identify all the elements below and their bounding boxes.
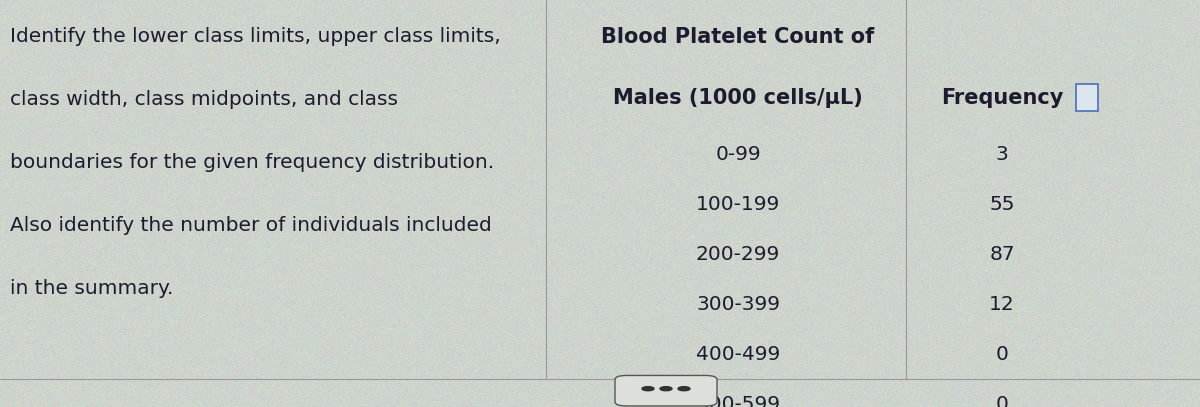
Text: Frequency: Frequency: [941, 88, 1063, 108]
Circle shape: [660, 387, 672, 391]
Text: 12: 12: [989, 295, 1015, 314]
Text: boundaries for the given frequency distribution.: boundaries for the given frequency distr…: [10, 153, 493, 172]
Text: 0: 0: [996, 396, 1008, 407]
Text: in the summary.: in the summary.: [10, 280, 173, 298]
Text: 200-299: 200-299: [696, 245, 780, 264]
Text: Blood Platelet Count of: Blood Platelet Count of: [601, 26, 875, 47]
FancyBboxPatch shape: [616, 375, 718, 406]
Text: 0: 0: [996, 346, 1008, 364]
Text: 400-499: 400-499: [696, 346, 780, 364]
Circle shape: [678, 387, 690, 391]
Text: 100-199: 100-199: [696, 195, 780, 214]
Text: Also identify the number of individuals included: Also identify the number of individuals …: [10, 217, 491, 235]
Circle shape: [642, 387, 654, 391]
Text: 300-399: 300-399: [696, 295, 780, 314]
Text: 55: 55: [989, 195, 1015, 214]
Text: class width, class midpoints, and class: class width, class midpoints, and class: [10, 90, 397, 109]
Text: 500-599: 500-599: [696, 396, 780, 407]
Bar: [1076, 85, 1098, 111]
Text: Males (1000 cells/μL): Males (1000 cells/μL): [613, 88, 863, 108]
Text: 87: 87: [989, 245, 1015, 264]
Text: Identify the lower class limits, upper class limits,: Identify the lower class limits, upper c…: [10, 27, 500, 46]
Text: 3: 3: [996, 145, 1008, 164]
Text: 0-99: 0-99: [715, 145, 761, 164]
